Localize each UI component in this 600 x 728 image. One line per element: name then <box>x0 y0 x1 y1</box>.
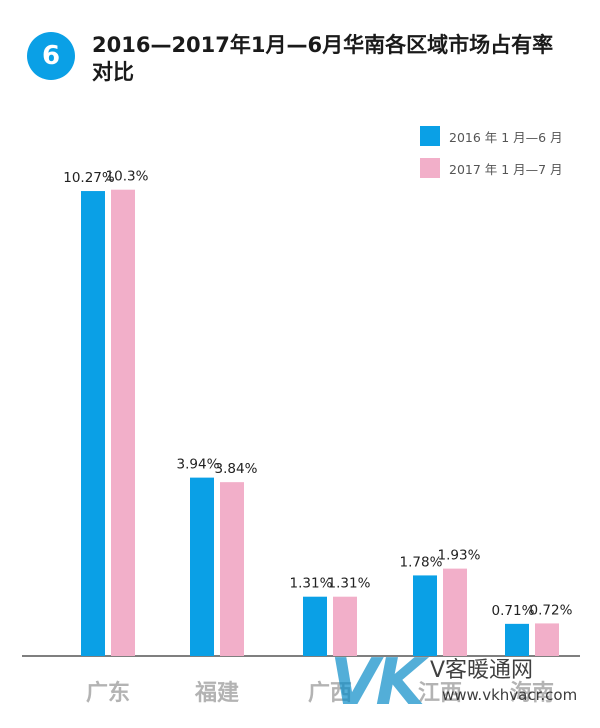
data-label-2016-3: 1.78% <box>400 554 443 570</box>
category-label-0: 广东 <box>86 680 130 706</box>
data-label-2017-3: 1.93% <box>438 548 481 564</box>
watermark-logo: VK <box>330 646 425 720</box>
data-label-2016-2: 1.31% <box>290 576 333 592</box>
bar-2017-1 <box>220 482 244 656</box>
category-label-4: 海南 <box>510 680 554 706</box>
chart-title: 2016—2017年1月—6月华南各区域市场占有率对比 <box>92 33 554 84</box>
data-label-2016-0: 10.27% <box>63 170 115 186</box>
bar-2017-0 <box>111 189 135 656</box>
legend: 2016 年 1 月—6 月 2017 年 1 月—7 月 <box>420 120 563 184</box>
legend-swatch-2016 <box>420 126 440 146</box>
legend-item-2017: 2017 年 1 月—7 月 <box>420 152 563 184</box>
watermark: VK V客暖通网 www.vkhvacr.com <box>330 646 600 728</box>
bar-2016-4 <box>505 623 529 656</box>
watermark-url: www.vkhvacr.com <box>442 686 578 704</box>
bar-2017-4 <box>535 623 559 656</box>
data-label-2016-4: 0.71% <box>492 603 535 619</box>
legend-item-2016: 2016 年 1 月—6 月 <box>420 120 563 152</box>
chart-number-badge: 6 <box>27 32 75 80</box>
bar-2017-3 <box>443 568 467 656</box>
data-label-2017-4: 0.72% <box>530 602 573 618</box>
bar-2016-0 <box>81 191 105 657</box>
bar-2016-3 <box>413 575 437 656</box>
bar-2016-1 <box>190 477 214 656</box>
data-label-2016-1: 3.94% <box>177 457 220 473</box>
data-label-2017-1: 3.84% <box>215 461 258 477</box>
legend-label-2017: 2017 年 1 月—7 月 <box>449 161 563 177</box>
category-label-2: 广西 <box>308 680 352 706</box>
legend-label-2016: 2016 年 1 月—6 月 <box>449 129 563 145</box>
data-label-2017-2: 1.31% <box>328 576 371 592</box>
bar-2017-2 <box>333 596 357 656</box>
data-label-2017-0: 10.3% <box>106 169 149 185</box>
bar-2016-2 <box>303 596 327 656</box>
legend-swatch-2017 <box>420 158 440 178</box>
watermark-site-name: V客暖通网 <box>430 658 534 683</box>
category-label-1: 福建 <box>194 681 239 706</box>
category-label-3: 江西 <box>418 681 462 706</box>
